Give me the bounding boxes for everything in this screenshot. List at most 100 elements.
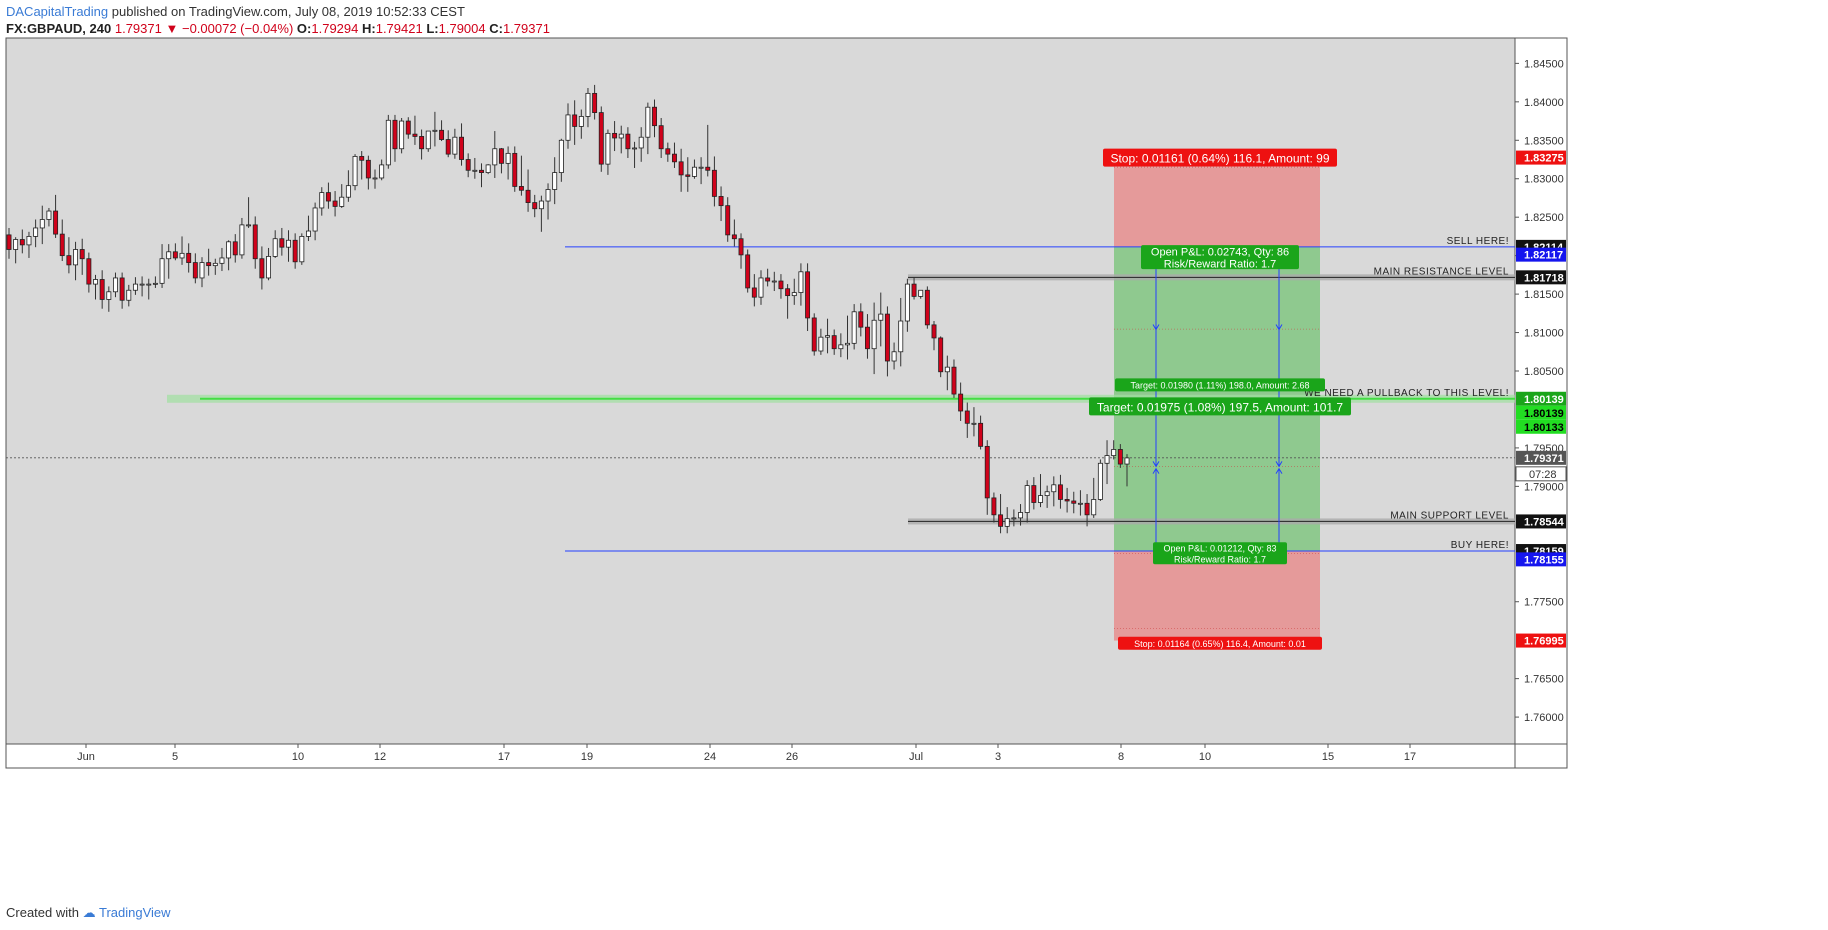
candle-body [439, 129, 445, 140]
close-value: 1.79371 [502, 21, 550, 36]
time-tick-label: 24 [704, 751, 716, 763]
high-label: H: [362, 21, 376, 36]
long-arrow-2-head [1275, 467, 1283, 474]
candle-body [212, 262, 218, 267]
candle-body [785, 288, 791, 297]
candle-body [106, 291, 112, 300]
candle-body [152, 282, 158, 285]
candle-body [1011, 517, 1017, 520]
candle-body [392, 119, 398, 150]
long-target-label: Target: 0.01980 (1.11%) 198.0, Amount: 2… [1131, 380, 1310, 390]
level-label: MAIN SUPPORT LEVEL [1390, 510, 1509, 521]
price-tick-label: 1.84000 [1524, 97, 1564, 109]
candle-body [1117, 449, 1123, 465]
candle-body [1031, 485, 1037, 503]
level-price-tag [1516, 270, 1566, 285]
candle-body [705, 166, 711, 171]
time-tick-label: 17 [1404, 751, 1416, 763]
candle-body [206, 262, 212, 267]
candle-body [745, 254, 751, 289]
candle-body [638, 136, 644, 149]
candle-body [592, 92, 598, 113]
candle-body [479, 169, 484, 173]
candle-body [239, 224, 245, 256]
candle-body [465, 159, 471, 171]
price-tick-label: 1.84500 [1524, 58, 1564, 70]
candle-body [871, 319, 877, 350]
candle-body [19, 239, 25, 246]
candle-body [918, 289, 924, 297]
candle-body [306, 230, 311, 237]
candle-body [472, 169, 478, 172]
candle-body [738, 238, 744, 256]
candle-body [998, 514, 1004, 527]
candle-body [1104, 455, 1110, 464]
candle-body [865, 326, 870, 350]
publish-info: DACapitalTrading published on TradingVie… [6, 4, 465, 19]
price-tick-label: 1.82500 [1524, 212, 1564, 224]
price-tag [1516, 405, 1566, 420]
short-arrow-4-head [1275, 461, 1283, 468]
candle-body [279, 238, 285, 248]
long-stop-zone [1114, 551, 1320, 641]
candle-body [731, 234, 737, 240]
candle-body [199, 262, 205, 279]
candle-body [958, 393, 964, 412]
candle-body [1051, 484, 1057, 493]
price-tick-label: 1.81500 [1524, 289, 1564, 301]
price-tick-label: 1.79000 [1524, 481, 1564, 493]
candle-body [33, 227, 39, 237]
short-target-label-box [1089, 397, 1351, 416]
candle-body [272, 238, 278, 257]
candle-body [399, 120, 405, 150]
candle-body [818, 336, 824, 352]
candle-body [139, 283, 145, 286]
candle-body [598, 112, 604, 165]
short-stop-label-box [1103, 148, 1337, 167]
candle-body [538, 200, 544, 210]
price-tag-text: 1.80133 [1524, 422, 1564, 434]
candle-body [405, 120, 411, 135]
candle-body [605, 132, 611, 165]
candle-body [565, 114, 571, 141]
candle-body [219, 257, 225, 264]
candle-body [99, 279, 105, 300]
footer: Created with ☁ TradingView [6, 905, 171, 921]
short-stop-zone [1114, 167, 1320, 247]
time-tick-label: 10 [1199, 751, 1211, 763]
price-tick-label: 1.83500 [1524, 135, 1564, 147]
candle-body [53, 210, 59, 235]
time-tick-label: 3 [995, 751, 1001, 763]
published-text: published on TradingView.com, July 08, 2… [111, 4, 465, 19]
candle-body [26, 236, 32, 246]
price-tag-text: 1.78155 [1524, 554, 1564, 566]
price-tick-label: 1.76500 [1524, 674, 1564, 686]
time-tick-label: Jul [909, 751, 923, 763]
candle-body [911, 283, 917, 297]
candle-body [172, 251, 178, 259]
candle-body [558, 139, 564, 173]
candle-body [359, 156, 365, 161]
open-label: O: [296, 21, 312, 36]
candle-body [1091, 499, 1097, 516]
author-link[interactable]: DACapitalTrading [6, 4, 109, 19]
price-tag-text: 1.76995 [1524, 636, 1564, 648]
candle-body [532, 202, 538, 210]
candle-body [765, 277, 771, 282]
candle-body [505, 152, 511, 164]
candle-body [904, 283, 910, 322]
candle-body [778, 280, 784, 290]
candle-body [851, 311, 857, 344]
candle-body [884, 313, 890, 362]
tradingview-link[interactable]: TradingView [99, 905, 171, 920]
candle-body [126, 289, 132, 301]
candle-body [1124, 457, 1130, 465]
candle-body [66, 255, 72, 266]
candle-body [678, 161, 684, 176]
countdown-tag [1515, 466, 1567, 482]
time-tick-label: 15 [1322, 751, 1334, 763]
level-price-tag-text: 1.80139 [1524, 394, 1564, 406]
candle-body [1111, 449, 1117, 457]
countdown-text: 07:28 [1529, 469, 1557, 481]
